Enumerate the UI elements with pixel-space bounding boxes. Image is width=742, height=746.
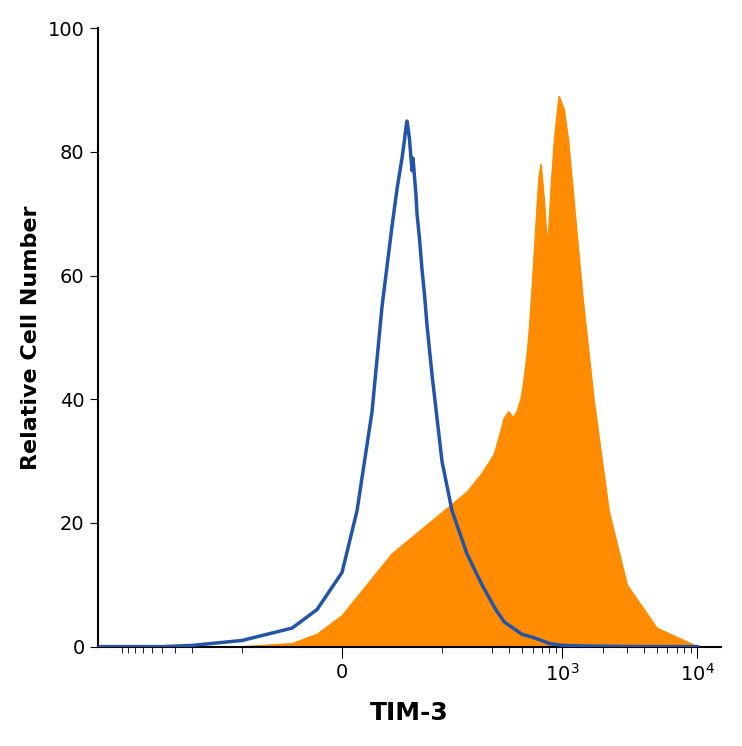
Y-axis label: Relative Cell Number: Relative Cell Number xyxy=(21,205,41,470)
X-axis label: TIM-3: TIM-3 xyxy=(370,701,449,725)
